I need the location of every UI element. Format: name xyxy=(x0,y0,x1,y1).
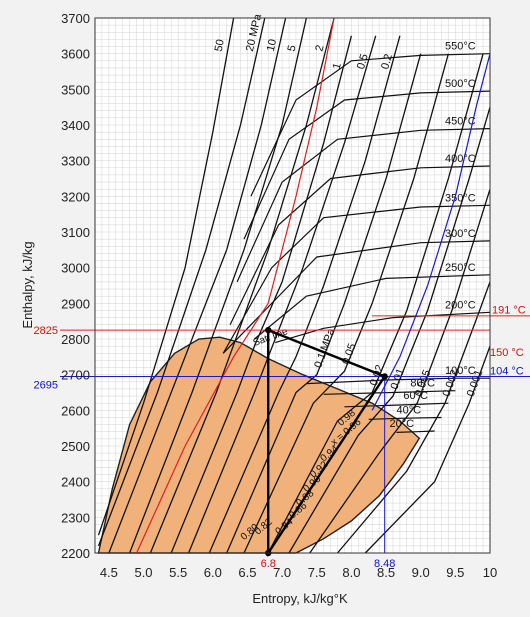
y-tick-label: 3700 xyxy=(61,11,90,26)
y-tick-label: 2800 xyxy=(61,332,90,347)
y-tick-label: 2600 xyxy=(61,403,90,418)
x-tick-label: 9.0 xyxy=(412,565,430,580)
x-tick-label: 5.5 xyxy=(169,565,187,580)
isotherm-lines: 550°C 500°C 450°C 400°C 350°C 300°C 250°C 200°C… xyxy=(222,41,491,433)
isobar-line xyxy=(364,345,491,554)
isotherm-line xyxy=(222,204,491,354)
isotherm-label: 40°C xyxy=(396,404,421,416)
isotherm-line xyxy=(396,430,435,433)
isobar-line xyxy=(187,35,377,554)
red-temp-label-191: 191 °C xyxy=(492,304,526,316)
isotherm-line xyxy=(344,402,449,408)
y-tick-label: 2900 xyxy=(61,296,90,311)
isotherm-label: 100°C xyxy=(445,365,476,377)
x-tick-label: 8.0 xyxy=(342,565,360,580)
isotherm-line xyxy=(275,311,491,344)
isotherm-label: 350°C xyxy=(445,192,476,204)
isotherm-line xyxy=(236,128,491,283)
isotherm-label: 250°C xyxy=(445,262,476,274)
isobar-label: 5 xyxy=(286,44,299,53)
isotherm-line xyxy=(243,90,491,240)
blue-enthalpy-value: 2695 xyxy=(34,379,58,391)
process-path xyxy=(267,328,387,557)
isotherm-label: 200°C xyxy=(445,299,476,311)
red-entropy-value: 6.8 xyxy=(261,558,276,570)
y-tick-label: 3000 xyxy=(61,261,90,276)
y-tick-label: 3100 xyxy=(61,225,90,240)
red-isotherm-curve xyxy=(136,17,335,554)
isobar-label: 50 xyxy=(213,38,227,52)
isobar-line xyxy=(128,17,308,554)
isobar-line xyxy=(170,35,353,554)
isobar-line xyxy=(149,17,335,554)
isotherm-line xyxy=(306,377,490,385)
isotherm-label: 450°C xyxy=(445,116,476,128)
isobar-line xyxy=(243,53,450,554)
y-axis-label: Enthalpy, kJ/kg xyxy=(20,241,35,328)
x-tick-label: 8.5 xyxy=(377,565,395,580)
isobar-label: 2 xyxy=(313,44,326,53)
isobar-line xyxy=(97,17,235,536)
isotherm-line xyxy=(368,416,442,420)
isobar-label: 10 xyxy=(265,38,279,53)
wet-region-dome xyxy=(97,336,421,554)
isotherm-line xyxy=(222,240,491,354)
y-tick-label: 3400 xyxy=(61,118,90,133)
x-tick-label: 9.5 xyxy=(446,565,464,580)
y-tick-label: 2300 xyxy=(61,510,90,525)
isobar-line xyxy=(97,17,266,547)
isobar-line xyxy=(267,53,484,554)
blue-temp-label-104: 104 °C xyxy=(490,366,524,378)
y-tick-label: 3600 xyxy=(61,47,90,62)
y-tick-label: 3500 xyxy=(61,82,90,97)
saturation-dome xyxy=(97,336,421,554)
process-state-point xyxy=(381,373,388,380)
y-tick-label: 2500 xyxy=(61,439,90,454)
x-tick-label: 4.5 xyxy=(100,565,118,580)
plot-frame xyxy=(94,17,491,554)
x-tick-label: 10 xyxy=(483,565,497,580)
isobar-line xyxy=(108,17,287,554)
red-temp-label-150: 150 °C xyxy=(490,347,524,359)
x-axis-label: Entropy, kJ/kg°K xyxy=(252,591,348,606)
x-tick-label: 6.5 xyxy=(238,565,256,580)
y-tick-label: 2700 xyxy=(61,368,90,383)
y-tick-label: 3200 xyxy=(61,189,90,204)
blue-entropy-value: 8.48 xyxy=(374,558,395,570)
isotherm-line xyxy=(229,165,491,325)
process-markers: 2825 6.8 191 °C 150 °C 2695 8.48 104 °C xyxy=(34,17,530,570)
isotherm-label: 550°C xyxy=(445,41,476,53)
axes: 4.5 5.0 5.5 6.0 6.5 7.0 7.5 8.0 8.5 9.0 9.5 10 2200 2… xyxy=(61,11,497,580)
y-tick-label: 2200 xyxy=(61,546,90,561)
isotherm-label: 60°C xyxy=(403,390,428,402)
x-tick-label: 6.0 xyxy=(204,565,222,580)
isobar-line xyxy=(309,189,491,554)
isotherm-label: 20°C xyxy=(390,418,415,430)
isobar-label: 0.5 xyxy=(355,53,371,71)
process-state-point xyxy=(265,326,272,334)
x-tick-label: 5.0 xyxy=(134,565,152,580)
y-tick-label: 2400 xyxy=(61,475,90,490)
red-enthalpy-value: 2825 xyxy=(34,325,58,337)
y-tick-label: 3300 xyxy=(61,154,90,169)
isobar-label: 1 xyxy=(331,62,344,71)
isotherm-label: 500°C xyxy=(445,78,476,90)
x-tick-label: 7.5 xyxy=(308,565,326,580)
blue-isotherm-curve xyxy=(371,53,491,411)
isotherm-line xyxy=(250,53,491,197)
isotherm-label: 80°C xyxy=(410,378,435,390)
isotherm-label: 300°C xyxy=(445,228,476,240)
isobar-line xyxy=(226,53,422,554)
x-tick-label: 7.0 xyxy=(273,565,291,580)
isotherm-line xyxy=(323,390,456,395)
isotherm-line xyxy=(254,274,491,340)
isotherm-label: 400°C xyxy=(445,153,476,165)
